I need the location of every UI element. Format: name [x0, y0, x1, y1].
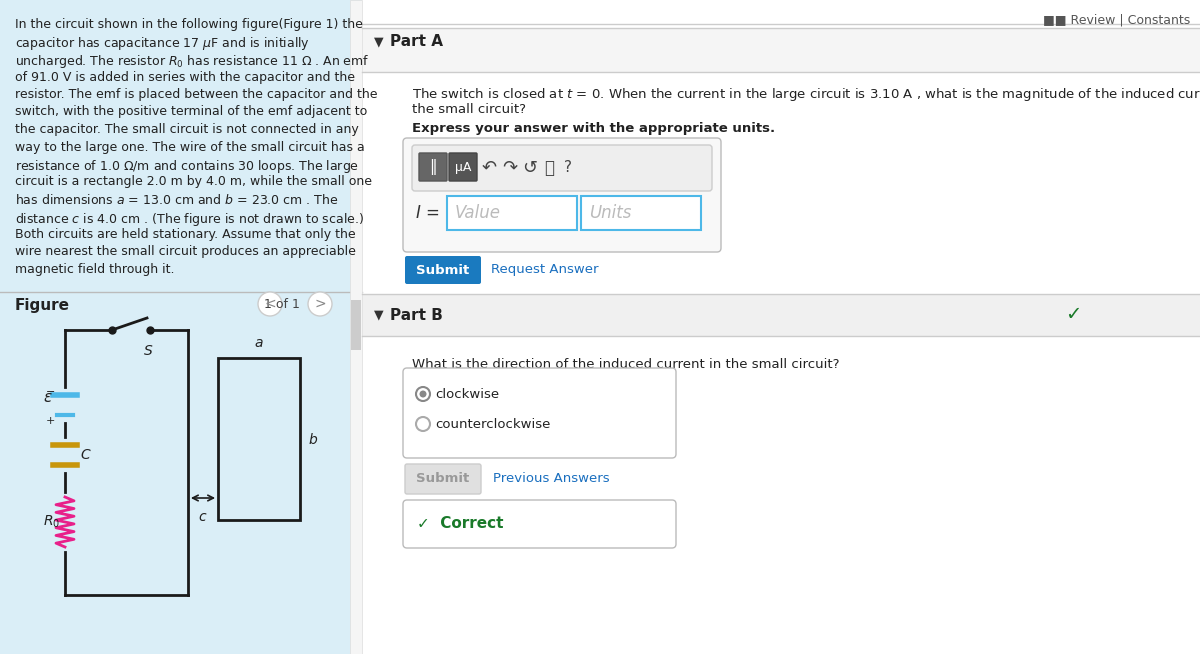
Bar: [362, 294, 1200, 336]
Circle shape: [258, 292, 282, 316]
Text: switch, with the positive terminal of the emf adjacent to: switch, with the positive terminal of th…: [14, 105, 367, 118]
Circle shape: [416, 417, 430, 431]
Text: <: <: [264, 297, 276, 311]
Circle shape: [416, 387, 430, 401]
Text: Part A: Part A: [390, 35, 443, 50]
Text: counterclockwise: counterclockwise: [436, 417, 551, 430]
Text: clockwise: clockwise: [436, 388, 499, 400]
Text: ✓: ✓: [1066, 305, 1081, 324]
Text: Previous Answers: Previous Answers: [493, 472, 610, 485]
Text: $S$: $S$: [143, 344, 154, 358]
Text: Units: Units: [589, 204, 631, 222]
Text: Value: Value: [455, 204, 502, 222]
Text: Figure: Figure: [14, 298, 70, 313]
Bar: [446, 196, 577, 230]
Text: $\varepsilon$: $\varepsilon$: [43, 390, 53, 405]
Text: the capacitor. The small circuit is not connected in any: the capacitor. The small circuit is not …: [14, 123, 359, 136]
Bar: [218, 358, 300, 520]
Text: $R_0$: $R_0$: [43, 514, 60, 530]
Circle shape: [420, 390, 426, 398]
Text: $C$: $C$: [80, 448, 91, 462]
Text: ↷: ↷: [502, 159, 517, 177]
Text: Request Answer: Request Answer: [491, 264, 599, 277]
Text: ‖: ‖: [430, 159, 437, 175]
Text: $b$: $b$: [308, 432, 318, 447]
Text: $c$: $c$: [198, 510, 208, 524]
Bar: [352, 300, 361, 350]
Text: capacitor has capacitance 17 $\mu$F and is initially: capacitor has capacitance 17 $\mu$F and …: [14, 35, 310, 52]
Text: $+$: $+$: [46, 415, 55, 426]
Text: ■■ Review | Constants: ■■ Review | Constants: [1043, 14, 1190, 27]
Text: ↶: ↶: [482, 159, 497, 177]
Text: ✓  Correct: ✓ Correct: [418, 517, 504, 532]
Bar: [0, 0, 362, 654]
FancyBboxPatch shape: [406, 256, 481, 284]
Text: $I$ =: $I$ =: [415, 204, 439, 222]
Bar: [362, 28, 1200, 72]
Text: way to the large one. The wire of the small circuit has a: way to the large one. The wire of the sm…: [14, 141, 365, 154]
Text: circuit is a rectangle 2.0 m by 4.0 m, while the small one: circuit is a rectangle 2.0 m by 4.0 m, w…: [14, 175, 372, 188]
Text: Express your answer with the appropriate units.: Express your answer with the appropriate…: [412, 122, 775, 135]
Text: ▼: ▼: [374, 309, 384, 322]
FancyBboxPatch shape: [403, 368, 676, 458]
Text: μA: μA: [455, 160, 472, 173]
Text: ↺: ↺: [522, 159, 538, 177]
Text: In the circuit shown in the following figure(Figure 1) the: In the circuit shown in the following fi…: [14, 18, 362, 31]
Text: has dimensions $a$ = 13.0 cm and $b$ = 23.0 cm . The: has dimensions $a$ = 13.0 cm and $b$ = 2…: [14, 193, 338, 207]
Bar: [350, 0, 362, 654]
Text: >: >: [314, 297, 326, 311]
FancyBboxPatch shape: [406, 464, 481, 494]
Text: Submit: Submit: [416, 472, 469, 485]
Circle shape: [308, 292, 332, 316]
Text: magnetic field through it.: magnetic field through it.: [14, 263, 174, 276]
Text: the small circuit?: the small circuit?: [412, 103, 526, 116]
Text: ▼: ▼: [374, 35, 384, 48]
Text: 1 of 1: 1 of 1: [264, 298, 300, 311]
Text: Both circuits are held stationary. Assume that only the: Both circuits are held stationary. Assum…: [14, 228, 355, 241]
Text: resistor. The emf is placed between the capacitor and the: resistor. The emf is placed between the …: [14, 88, 378, 101]
Text: The switch is closed at $t$ = 0. When the current in the large circuit is 3.10 A: The switch is closed at $t$ = 0. When th…: [412, 86, 1200, 103]
FancyBboxPatch shape: [419, 153, 446, 181]
Text: of 91.0 V is added in series with the capacitor and the: of 91.0 V is added in series with the ca…: [14, 71, 355, 84]
Text: Part B: Part B: [390, 307, 443, 322]
FancyBboxPatch shape: [403, 138, 721, 252]
Text: uncharged. The resistor $R_0$ has resistance 11 $\Omega$ . An emf: uncharged. The resistor $R_0$ has resist…: [14, 53, 370, 70]
Bar: [581, 196, 701, 230]
Text: $a$: $a$: [254, 336, 264, 350]
FancyBboxPatch shape: [449, 153, 478, 181]
Text: ?: ?: [564, 160, 572, 175]
FancyBboxPatch shape: [412, 145, 712, 191]
FancyBboxPatch shape: [403, 500, 676, 548]
Text: resistance of 1.0 $\Omega$/m and contains 30 loops. The large: resistance of 1.0 $\Omega$/m and contain…: [14, 158, 359, 175]
Text: ⌹: ⌹: [544, 159, 554, 177]
Text: What is the direction of the induced current in the small circuit?: What is the direction of the induced cur…: [412, 358, 840, 371]
Text: distance $c$ is 4.0 cm . (The figure is not drawn to scale.): distance $c$ is 4.0 cm . (The figure is …: [14, 211, 364, 228]
Text: wire nearest the small circuit produces an appreciable: wire nearest the small circuit produces …: [14, 245, 356, 258]
Text: Submit: Submit: [416, 264, 469, 277]
Text: $-$: $-$: [46, 385, 55, 395]
